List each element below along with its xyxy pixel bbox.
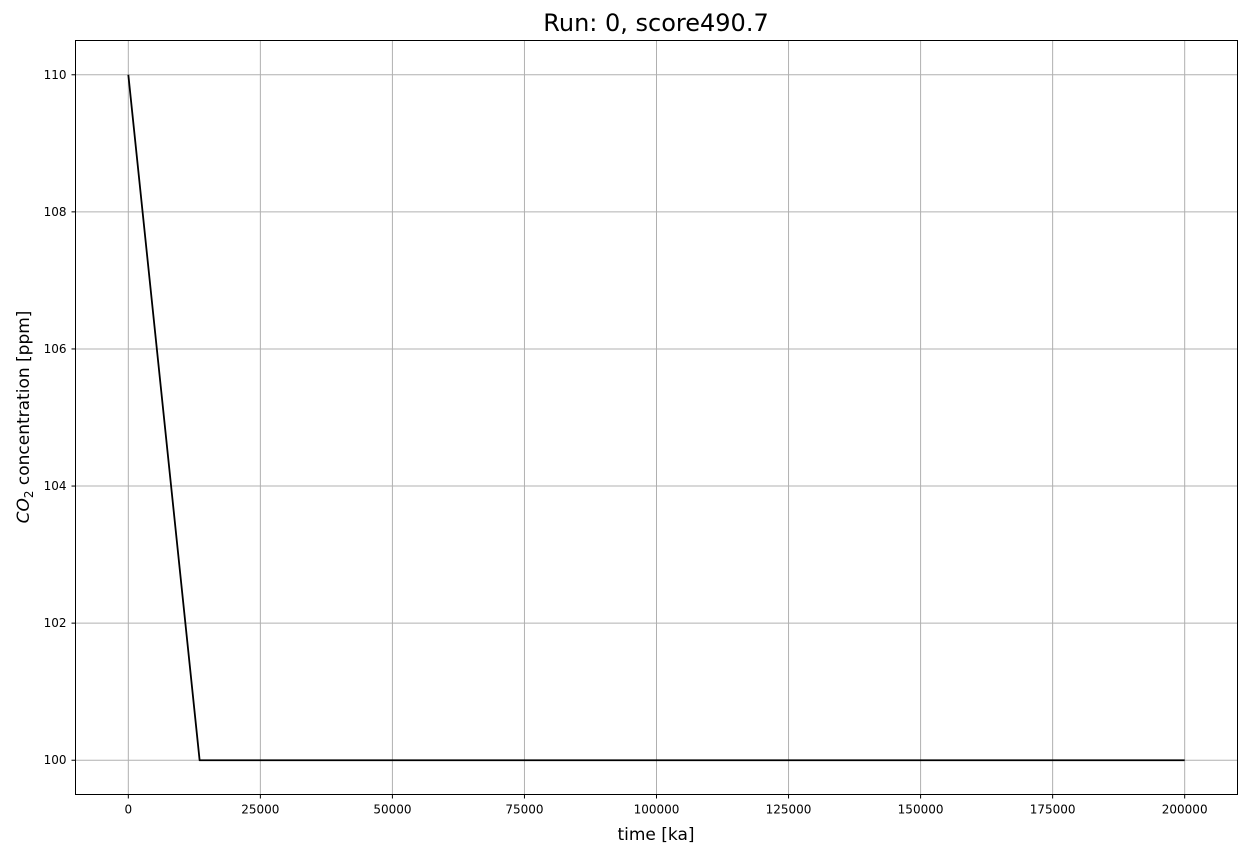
y-axis-label-rest: concentration [ppm] (14, 311, 34, 491)
y-axis-label-co: CO (14, 498, 34, 523)
y-tick-label: 102 (44, 616, 67, 630)
y-tick-label: 108 (44, 205, 67, 219)
x-tick-label: 200000 (1162, 803, 1208, 817)
y-axis-label-subscript: 2 (22, 491, 36, 499)
y-tick-label: 106 (44, 342, 67, 356)
x-tick-label: 25000 (241, 803, 279, 817)
x-tick-label: 150000 (898, 803, 944, 817)
x-tick-label: 175000 (1030, 803, 1076, 817)
y-axis-ticks: 100 102 104 106 108 110 (44, 68, 76, 767)
x-tick-label: 0 (124, 803, 132, 817)
y-tick-label: 100 (44, 753, 67, 767)
y-tick-label: 110 (44, 68, 67, 82)
x-axis-ticks: 0 25000 50000 75000 100000 125000 150000 175000… (124, 794, 1208, 817)
x-tick-label: 50000 (373, 803, 411, 817)
x-axis-label: time [ka] (617, 825, 694, 845)
series-group (127, 74, 1185, 762)
co2-series-line (127, 74, 1185, 762)
x-tick-label: 100000 (634, 803, 680, 817)
x-tick-label: 75000 (505, 803, 543, 817)
chart-title: Run: 0, score490.7 (543, 9, 768, 37)
x-tick-label: 125000 (766, 803, 812, 817)
x-grid-lines (127, 40, 1186, 795)
y-tick-label: 104 (44, 479, 67, 493)
y-axis-label: CO2 concentration [ppm] (14, 311, 36, 524)
